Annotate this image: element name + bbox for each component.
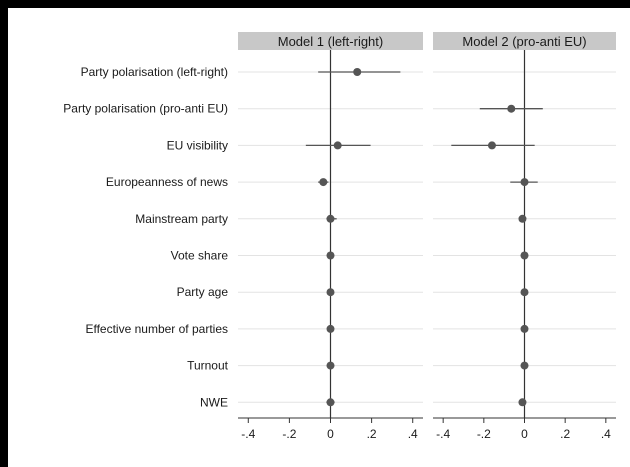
point-estimate: [520, 178, 529, 187]
y-axis-label: Turnout: [187, 359, 229, 373]
chart-svg: Party polarisation (left-right) Party pol…: [63, 32, 616, 441]
point-estimate: [319, 178, 328, 187]
point-estimate: [326, 251, 335, 260]
x-tick-label: .4: [408, 427, 418, 441]
point-estimate: [518, 214, 527, 223]
point-estimate: [353, 68, 362, 76]
panel-header: [238, 32, 423, 50]
point-estimate: [326, 288, 335, 297]
y-axis-label: Party polarisation (pro-anti EU): [63, 102, 228, 116]
point-estimate: [326, 324, 335, 333]
panel-header: [433, 32, 616, 50]
x-tick-label: .2: [367, 427, 377, 441]
point-estimate: [520, 251, 529, 260]
x-tick-label: .4: [601, 427, 611, 441]
x-tick-label: -.2: [282, 427, 296, 441]
x-tick-label: 0: [521, 427, 528, 441]
point-estimate: [520, 324, 529, 333]
coefficient-plot-figure: Party polarisation (left-right) Party pol…: [8, 8, 630, 467]
y-axis-label: Europeanness of news: [106, 175, 228, 189]
y-axis-label: Party polarisation (left-right): [81, 65, 228, 79]
y-axis-label: Vote share: [171, 249, 229, 263]
y-axis-label: NWE: [200, 395, 228, 409]
point-estimate: [487, 141, 496, 150]
point-estimate: [518, 398, 527, 407]
x-tick-label: -.4: [436, 427, 450, 441]
x-tick-label: -.4: [241, 427, 255, 441]
y-axis-label: Mainstream party: [135, 212, 228, 226]
point-estimate: [326, 361, 335, 370]
point-estimate: [520, 288, 529, 297]
point-estimate: [326, 214, 335, 223]
y-axis-label: Party age: [177, 285, 229, 299]
y-axis-label: Effective number of parties: [85, 322, 228, 336]
panel-title: Model 2 (pro-anti EU): [462, 34, 586, 49]
y-axis-label: EU visibility: [167, 138, 228, 152]
x-tick-label: 0: [327, 427, 334, 441]
panel-title: Model 1 (left-right): [278, 34, 383, 49]
x-tick-label: .2: [560, 427, 570, 441]
point-estimate: [520, 361, 529, 370]
point-estimate: [507, 104, 516, 113]
point-estimate: [326, 398, 335, 407]
point-estimate: [333, 141, 342, 150]
x-tick-label: -.2: [477, 427, 491, 441]
